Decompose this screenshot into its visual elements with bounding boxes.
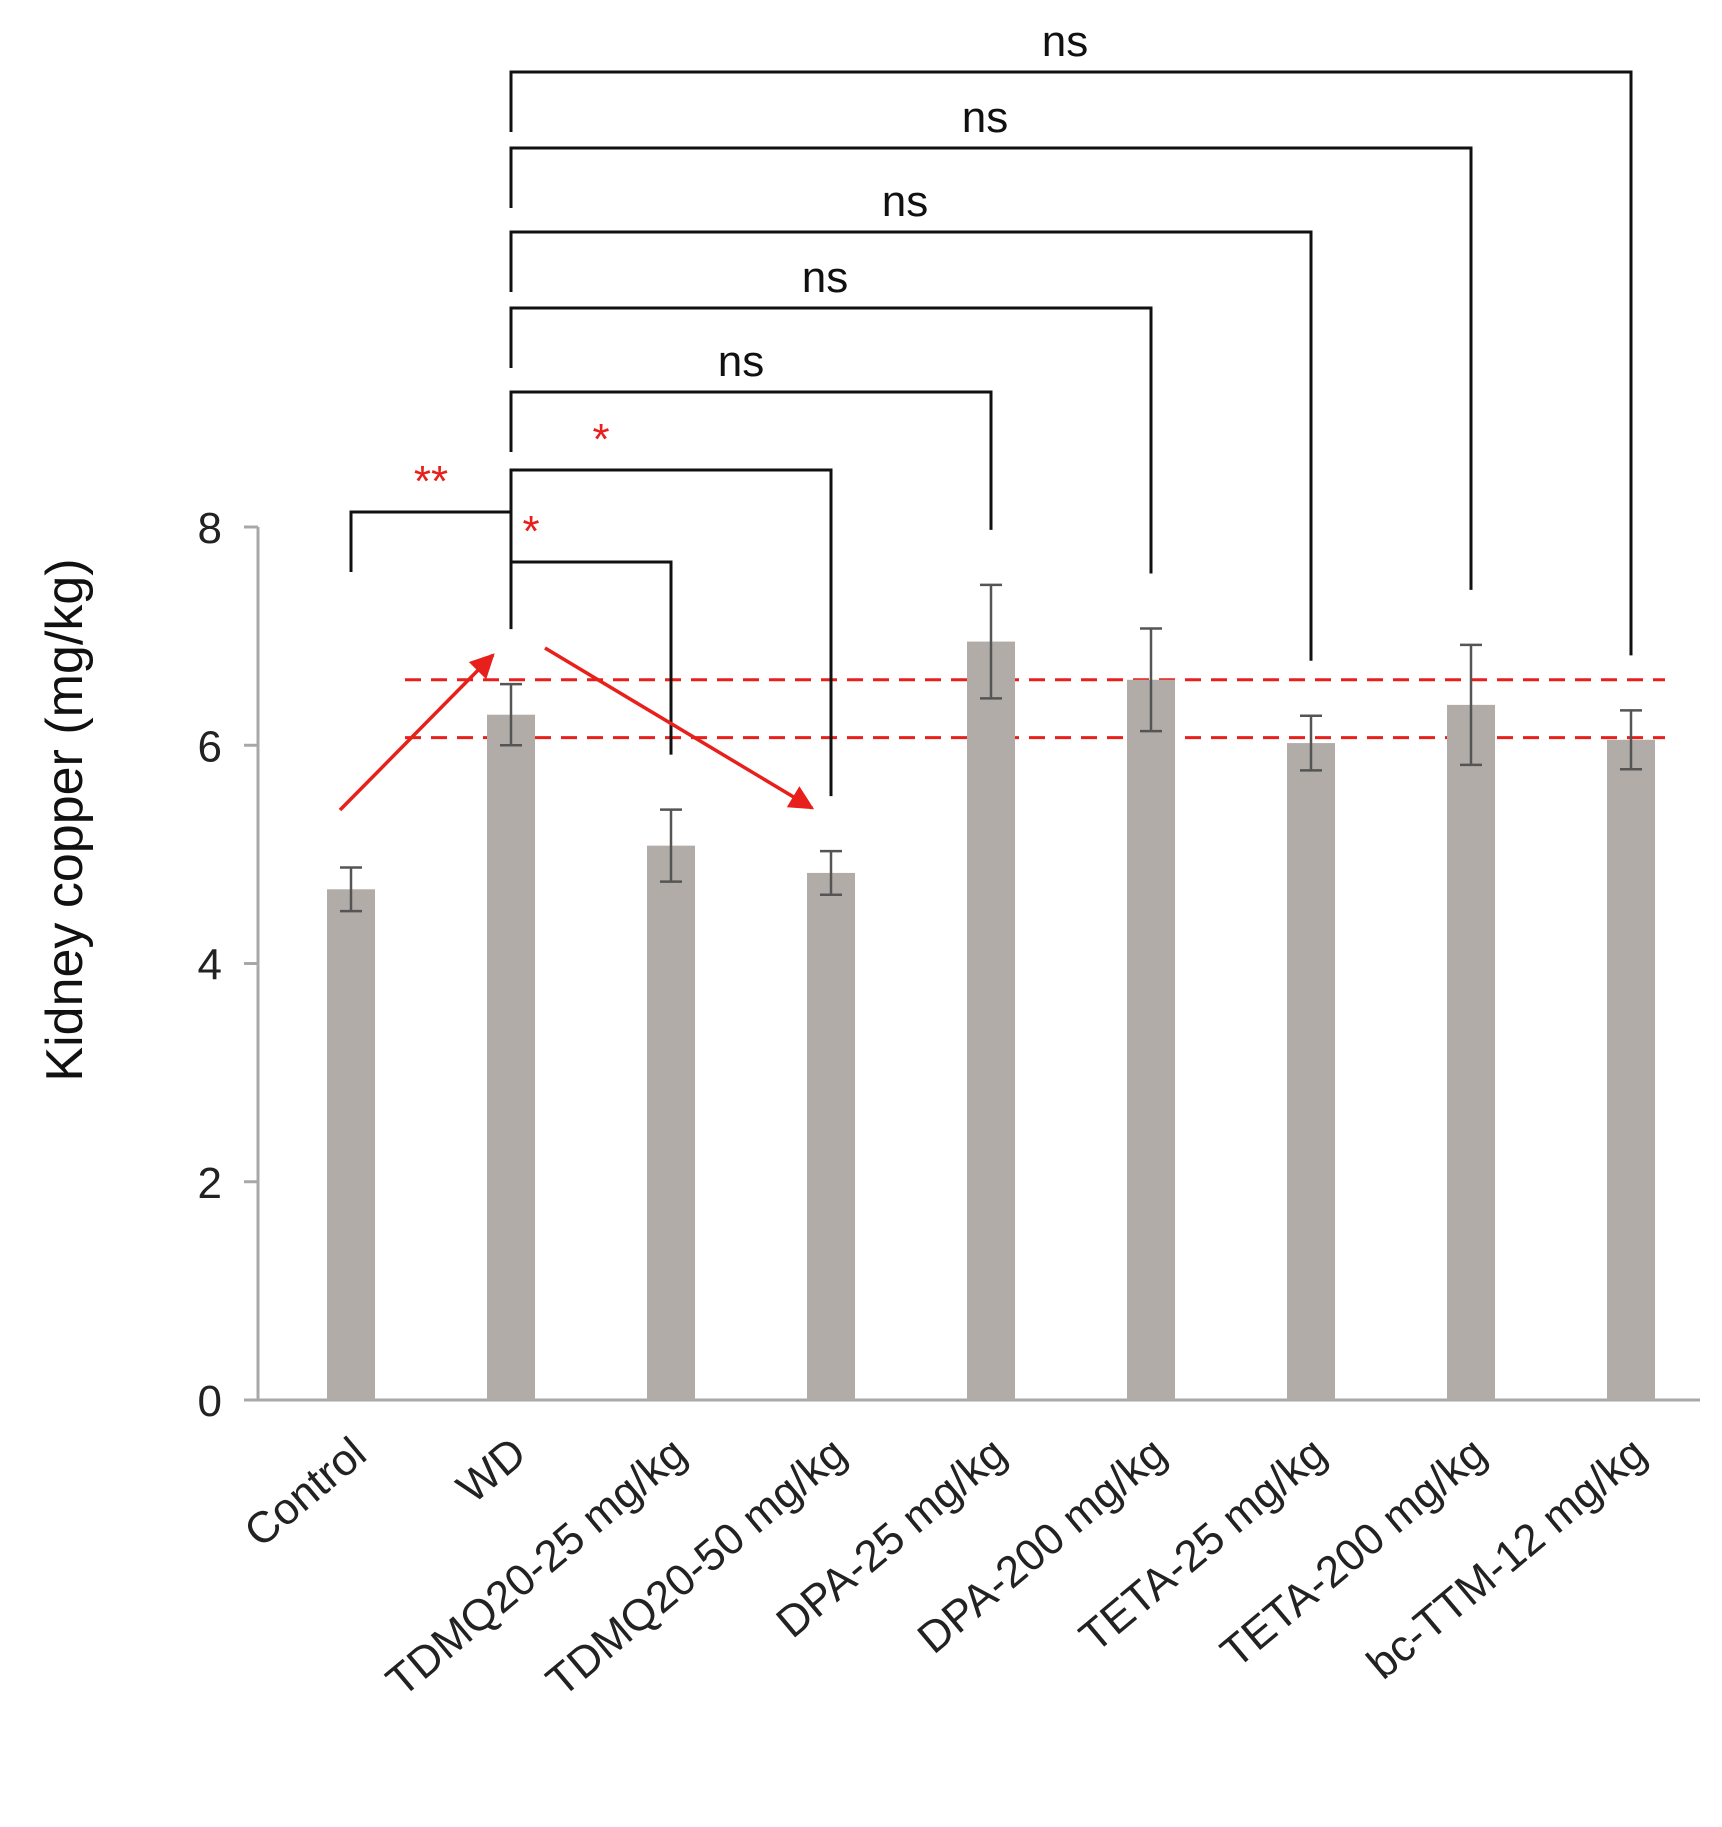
- bar: [327, 889, 375, 1400]
- significance-label: ns: [1042, 17, 1088, 66]
- y-tick-label: 0: [198, 1377, 222, 1426]
- error-bar: [500, 682, 522, 747]
- trend-arrow: [338, 653, 495, 812]
- significance-label: ns: [962, 93, 1008, 142]
- bars: [327, 641, 1655, 1400]
- bar: [1287, 743, 1335, 1400]
- error-bar: [1140, 627, 1162, 733]
- y-tick-label: 6: [198, 722, 222, 771]
- bar: [487, 714, 535, 1400]
- bar: [647, 845, 695, 1400]
- error-bar: [1460, 643, 1482, 767]
- y-tick-label: 8: [198, 504, 222, 553]
- error-bar: [340, 866, 362, 913]
- error-bars: [340, 583, 1642, 913]
- y-tick-label: 2: [198, 1159, 222, 1208]
- error-bar: [660, 808, 682, 883]
- trend-arrows: [338, 646, 815, 812]
- comparison-bracket: ns: [509, 253, 1153, 574]
- category-label: Control: [235, 1428, 375, 1557]
- y-tick-label: 4: [198, 941, 222, 990]
- error-bar: [1620, 709, 1642, 771]
- bar: [1607, 739, 1655, 1400]
- category-label: WD: [448, 1428, 536, 1513]
- comparison-bracket: **: [349, 457, 513, 630]
- category-label: TDMQ20-50 mg/kg: [537, 1428, 855, 1706]
- bar: [967, 641, 1015, 1400]
- bar: [807, 872, 855, 1400]
- bar: [1127, 679, 1175, 1400]
- trend-arrow: [544, 646, 815, 810]
- error-bar: [1300, 714, 1322, 772]
- comparison-bracket: ns: [509, 93, 1473, 590]
- significance-label: ns: [882, 177, 928, 226]
- category-label: TETA-200 mg/kg: [1212, 1428, 1496, 1677]
- significance-label: **: [414, 457, 448, 506]
- significance-label: *: [592, 415, 609, 464]
- bar: [1447, 704, 1495, 1400]
- error-bar: [820, 849, 842, 897]
- comparison-bracket: *: [509, 415, 833, 797]
- category-label: bc-TTM-12 mg/kg: [1358, 1428, 1655, 1689]
- significance-label: ns: [802, 253, 848, 302]
- y-axis-title: Kidney copper (mg/kg): [36, 558, 94, 1081]
- comparison-bracket: ns: [509, 177, 1313, 661]
- significance-label: *: [522, 507, 539, 556]
- comparison-bracket: *: [509, 507, 673, 755]
- error-bar: [980, 583, 1002, 700]
- comparison-bracket: ns: [509, 17, 1633, 656]
- comparison-bracket: ns: [509, 337, 993, 530]
- significance-label: ns: [718, 337, 764, 386]
- category-label: TDMQ20-25 mg/kg: [377, 1428, 695, 1706]
